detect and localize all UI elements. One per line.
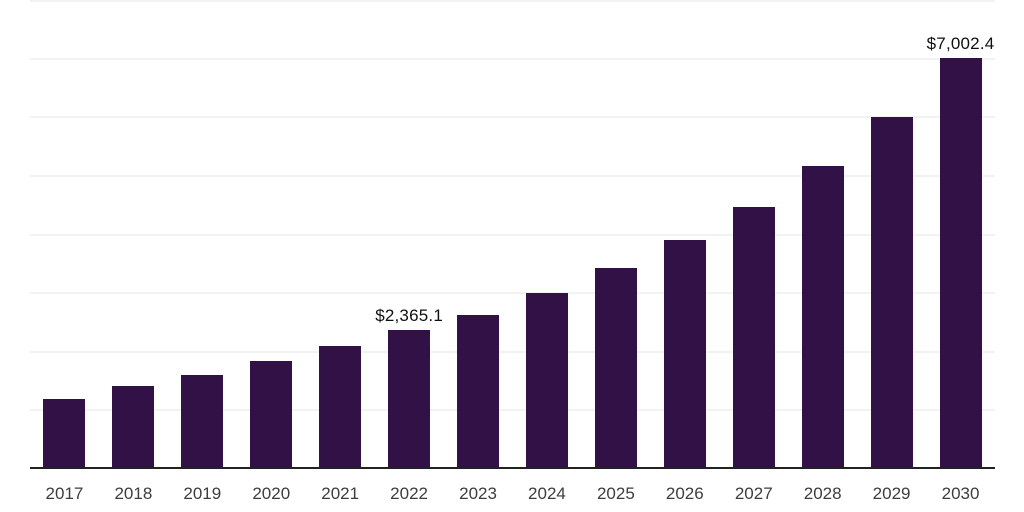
gridline (30, 116, 995, 119)
gridline (30, 174, 995, 177)
x-axis-label-2030: 2030 (941, 484, 980, 503)
bar-2020[interactable] (250, 361, 293, 469)
bar-2022[interactable] (388, 330, 431, 469)
x-axis-label-2023: 2023 (459, 484, 497, 503)
gridline (30, 350, 995, 353)
bar-2018[interactable] (112, 386, 155, 469)
data-label-2022: $2,365.1 (375, 306, 443, 326)
data-label-2030: $7,002.4 (926, 34, 995, 54)
bar-2029[interactable] (870, 117, 913, 469)
x-axis-label-2025: 2025 (596, 484, 635, 503)
gridline (30, 233, 995, 236)
gridline (30, 409, 995, 412)
bar-2023[interactable] (457, 314, 500, 469)
x-axis-label-2024: 2024 (528, 484, 566, 503)
gridline (30, 57, 995, 60)
bar-2025[interactable] (594, 267, 637, 469)
bar-2028[interactable] (801, 165, 844, 469)
bar-2019[interactable] (181, 374, 224, 469)
gridline (30, 292, 995, 295)
x-axis-label-2026: 2026 (665, 484, 704, 503)
plot-area: $2,365.1 $7,002.4 (30, 0, 995, 469)
bar-2027[interactable] (732, 206, 775, 469)
x-axis-line (30, 467, 995, 469)
bar-2021[interactable] (319, 345, 362, 469)
bar-2024[interactable] (525, 293, 568, 469)
bar-2017[interactable] (43, 398, 86, 469)
x-axis-label-2018: 2018 (114, 484, 153, 503)
x-axis-label-2020: 2020 (252, 484, 291, 503)
bar-2026[interactable] (663, 240, 706, 469)
x-axis-label-2017: 2017 (45, 484, 84, 503)
bar-chart: $2,365.1 $7,002.4 2017 2018 2019 2020 2021 202… (30, 0, 995, 512)
x-axis-label-2022: 2022 (390, 484, 429, 503)
bar-2030[interactable] (939, 58, 982, 469)
x-axis-label-2021: 2021 (321, 484, 360, 503)
x-axis-label-2029: 2029 (872, 484, 911, 503)
x-axis-label-2028: 2028 (803, 484, 842, 503)
x-axis-label-2027: 2027 (734, 484, 773, 503)
gridline (30, 0, 995, 2)
x-axis-label-2019: 2019 (183, 484, 222, 503)
